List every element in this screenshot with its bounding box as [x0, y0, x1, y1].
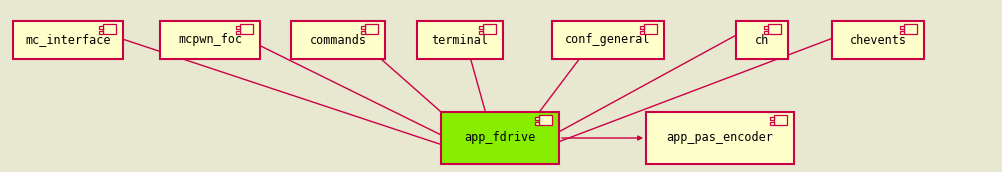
- Bar: [99, 25, 103, 29]
- Bar: [764, 30, 768, 34]
- Bar: [291, 21, 385, 59]
- Bar: [832, 21, 923, 59]
- Text: mc_interface: mc_interface: [25, 34, 110, 46]
- Bar: [239, 24, 253, 34]
- Bar: [417, 21, 502, 59]
- Text: app_fdrive: app_fdrive: [464, 132, 535, 144]
- Bar: [483, 24, 496, 34]
- Bar: [735, 21, 788, 59]
- Bar: [774, 115, 787, 125]
- Bar: [899, 30, 903, 34]
- Bar: [899, 25, 903, 29]
- Bar: [160, 21, 260, 59]
- Bar: [639, 25, 643, 29]
- Text: conf_general: conf_general: [565, 34, 650, 46]
- Text: chevents: chevents: [849, 34, 906, 46]
- Bar: [534, 121, 538, 125]
- Text: ch: ch: [755, 34, 769, 46]
- Bar: [103, 24, 116, 34]
- Bar: [479, 30, 483, 34]
- Bar: [235, 30, 239, 34]
- Bar: [770, 116, 774, 120]
- Text: mcpwn_foc: mcpwn_foc: [177, 34, 241, 46]
- Bar: [441, 112, 558, 164]
- Bar: [639, 30, 643, 34]
- Bar: [551, 21, 663, 59]
- Bar: [538, 115, 551, 125]
- Bar: [361, 25, 365, 29]
- Bar: [13, 21, 123, 59]
- Bar: [479, 25, 483, 29]
- Text: app_pas_encoder: app_pas_encoder: [666, 132, 773, 144]
- Text: commands: commands: [310, 34, 366, 46]
- Bar: [365, 24, 378, 34]
- Bar: [903, 24, 916, 34]
- Bar: [99, 30, 103, 34]
- Bar: [770, 121, 774, 125]
- Bar: [361, 30, 365, 34]
- Bar: [643, 24, 656, 34]
- Bar: [768, 24, 781, 34]
- Text: terminal: terminal: [431, 34, 488, 46]
- Bar: [764, 25, 768, 29]
- Bar: [235, 25, 239, 29]
- Bar: [534, 116, 538, 120]
- Bar: [645, 112, 794, 164]
